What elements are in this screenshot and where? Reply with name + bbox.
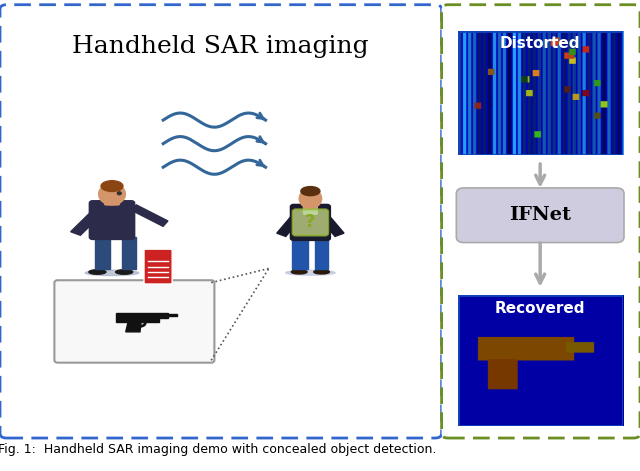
Text: IFNet: IFNet [509,206,571,224]
Ellipse shape [314,270,330,274]
Ellipse shape [291,270,307,274]
Ellipse shape [89,270,106,274]
Ellipse shape [116,270,132,274]
Text: Handheld SAR imaging: Handheld SAR imaging [72,35,369,58]
Polygon shape [95,237,109,269]
Ellipse shape [300,188,321,208]
Ellipse shape [85,270,139,276]
Polygon shape [159,315,177,316]
Ellipse shape [101,181,123,191]
Polygon shape [318,213,344,236]
Text: Distorted: Distorted [500,36,580,50]
Polygon shape [70,210,102,236]
Circle shape [117,192,121,195]
Text: Recovered: Recovered [495,300,586,316]
FancyBboxPatch shape [456,188,624,243]
FancyBboxPatch shape [54,280,214,363]
FancyBboxPatch shape [90,201,134,239]
Polygon shape [116,318,159,322]
Polygon shape [122,237,136,269]
Polygon shape [116,313,168,318]
FancyBboxPatch shape [0,5,442,438]
FancyBboxPatch shape [442,5,640,438]
FancyBboxPatch shape [291,204,330,240]
Polygon shape [315,238,328,269]
Ellipse shape [285,270,335,275]
Polygon shape [292,238,308,269]
Polygon shape [277,213,303,236]
Text: ?: ? [305,213,316,231]
Text: Fig. 1:  Handheld SAR imaging demo with concealed object detection.: Fig. 1: Handheld SAR imaging demo with c… [0,443,436,456]
Ellipse shape [301,187,320,195]
FancyBboxPatch shape [292,210,328,236]
Polygon shape [125,322,141,332]
FancyBboxPatch shape [303,206,317,214]
FancyBboxPatch shape [144,249,172,284]
Ellipse shape [99,183,125,205]
Polygon shape [131,205,168,227]
FancyBboxPatch shape [303,200,317,209]
FancyBboxPatch shape [104,196,119,205]
